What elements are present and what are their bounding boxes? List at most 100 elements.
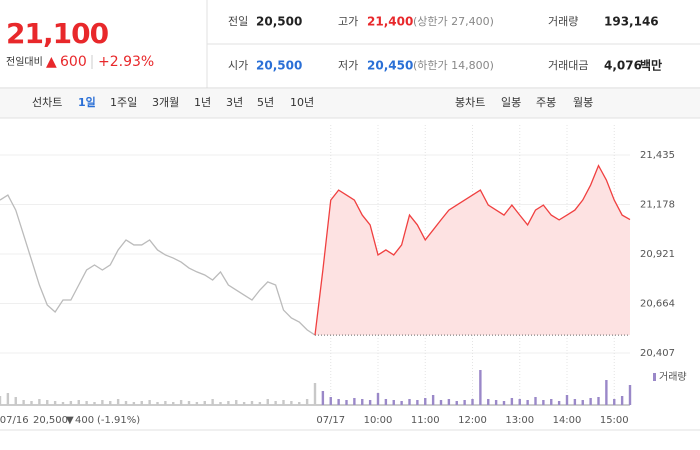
volume-bar [116, 399, 120, 405]
volume-bar [416, 400, 419, 405]
volume-bar [250, 401, 254, 405]
volume-bar [573, 399, 577, 405]
tab[interactable]: 5년 [257, 96, 274, 109]
volume-bar [211, 399, 214, 405]
volume-bar [526, 400, 529, 405]
volume-bar [148, 400, 151, 405]
volume-bar [242, 402, 246, 405]
y-tick-label: 21,435 [640, 150, 675, 161]
y-tick-label: 20,921 [640, 249, 675, 260]
y-tick-label: 21,178 [640, 200, 675, 211]
volume-bar [337, 399, 340, 405]
volume-bar [361, 399, 364, 405]
x-tick-label: 10:00 [364, 415, 393, 426]
volume-bar [424, 398, 427, 405]
volume-bar [85, 401, 88, 405]
volume-bar [61, 402, 65, 405]
stat-value: 20,500 [256, 15, 302, 29]
volume-bar [329, 397, 332, 405]
tab[interactable]: 주봉 [536, 96, 556, 109]
volume-bar [282, 400, 285, 405]
volume-bar [6, 393, 10, 405]
volume-bar [471, 399, 474, 405]
volume-bar [479, 370, 482, 405]
volume-bar [605, 380, 608, 405]
volume-bar [534, 397, 537, 405]
tab[interactable]: 10년 [290, 96, 314, 109]
tab[interactable]: 1년 [194, 96, 211, 109]
volume-bar [494, 400, 498, 405]
volume-bar [353, 398, 356, 405]
volume-bar [376, 393, 380, 405]
volume-bar [101, 400, 104, 405]
x-tick-label: 07/16 [0, 415, 29, 426]
tab-group-label: 선차트 [32, 96, 62, 109]
volume-bar [613, 399, 616, 405]
volume-bar [345, 400, 348, 405]
volume-bar [30, 401, 33, 405]
tab[interactable]: 1일 [78, 95, 96, 109]
volume-bar [258, 402, 262, 405]
volume-bar [53, 401, 57, 405]
stat-value: 20,450 [367, 59, 413, 73]
volume-bar [463, 400, 466, 405]
volume-bar [455, 401, 458, 405]
volume-bar [164, 401, 167, 405]
volume-bar [502, 401, 506, 405]
tab[interactable]: 일봉 [501, 95, 521, 109]
volume-bar [124, 401, 128, 405]
volume-bar [266, 399, 269, 405]
change: 600 [60, 54, 87, 70]
volume-bar [589, 398, 592, 405]
tab[interactable]: 월봉 [573, 96, 593, 109]
stat-label: 저가 [338, 59, 358, 72]
volume-bar [487, 399, 490, 405]
change-arrow: ▲ [46, 54, 57, 70]
y-tick-label: 20,664 [640, 299, 675, 310]
volume-bar [368, 400, 372, 405]
volume-bar [132, 402, 136, 405]
y-tick-label: 20,407 [640, 348, 675, 359]
volume-bar [408, 399, 411, 405]
volume-bar [109, 401, 112, 405]
volume-bar [227, 401, 230, 405]
volume-bar [557, 401, 561, 405]
volume-bar [392, 400, 395, 405]
volume-bar [219, 402, 222, 405]
volume-bar [305, 399, 309, 405]
tab[interactable]: 3개월 [152, 96, 179, 109]
volume-bar [274, 401, 277, 405]
stat-label: 고가 [338, 15, 358, 28]
prev-rate: (-1.91%) [97, 415, 140, 426]
volume-bar [46, 400, 49, 405]
volume-bar [298, 402, 301, 405]
volume-bar [0, 396, 2, 405]
volume-bar [439, 400, 443, 405]
volume-bar [321, 391, 325, 405]
volume-bar [597, 397, 600, 405]
stat-label: 시가 [228, 59, 248, 72]
volume-bar [565, 395, 569, 405]
volume-bar [179, 400, 183, 405]
price: 21,100 [6, 17, 109, 50]
x-tick-label: 12:00 [458, 415, 487, 426]
tab[interactable]: 3년 [226, 96, 243, 109]
volume-bar [313, 383, 317, 405]
volume-bar [518, 399, 521, 405]
stat-label: 거래량 [548, 15, 578, 28]
x-tick-label: 07/17 [316, 415, 345, 426]
volume-bar [140, 401, 143, 405]
tab-bar [0, 89, 700, 118]
volume-bar [203, 401, 206, 405]
volume-bar [77, 400, 80, 405]
volume-bar [22, 400, 25, 405]
x-tick-label: 14:00 [553, 415, 582, 426]
x-tick-label: 11:00 [411, 415, 440, 426]
volume-bar [620, 396, 624, 405]
volume-bar [93, 402, 96, 405]
stat-unit: 백만 [640, 58, 662, 73]
volume-bar [172, 402, 175, 405]
tab[interactable]: 1주일 [110, 95, 137, 109]
volume-bar [187, 401, 191, 405]
volume-bar [510, 398, 514, 405]
